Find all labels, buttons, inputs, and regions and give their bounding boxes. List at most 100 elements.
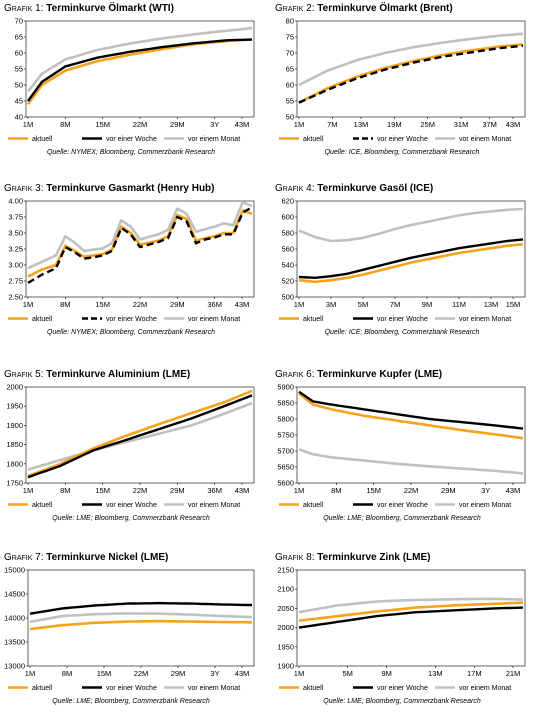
- y-tick-label: 14000: [4, 614, 25, 623]
- x-tick-label: 37M: [482, 120, 497, 129]
- chart-title-text: Terminkurve Aluminium (LME): [46, 369, 191, 380]
- y-tick-label: 65: [15, 33, 23, 42]
- legend-label: vor einer Woche: [377, 316, 428, 323]
- series-line-vor-einer-woche: [298, 238, 524, 279]
- y-tick-label: 3.50: [8, 229, 23, 238]
- y-tick-label: 15000: [4, 566, 25, 575]
- x-tick-label: 43M: [506, 486, 521, 495]
- y-tick-label: 50: [15, 81, 23, 90]
- y-tick-label: 2100: [277, 585, 294, 594]
- legend-label: aktuell: [32, 136, 53, 143]
- x-tick-label: 22M: [133, 120, 148, 129]
- series-line-aktuell: [298, 601, 524, 622]
- x-tick-label: 8M: [331, 486, 341, 495]
- chart-number: Grafik 4:: [275, 183, 318, 194]
- chart-title-text: Terminkurve Gasmarkt (Henry Hub): [46, 183, 215, 194]
- y-tick-label: 45: [15, 97, 23, 106]
- x-tick-label: 13M: [354, 120, 369, 129]
- x-tick-label: 29M: [441, 486, 456, 495]
- chart-source: Quelle: ICE; Bloomberg, Commerzbank Rese…: [324, 329, 480, 336]
- y-tick-label: 1900: [6, 421, 23, 430]
- chart-title: Grafik 1: Terminkurve Ölmarkt (WTI): [4, 3, 174, 14]
- y-tick-label: 560: [281, 245, 294, 254]
- chart-number: Grafik 6:: [275, 369, 318, 380]
- x-tick-label: 36M: [207, 300, 222, 309]
- legend-label: aktuell: [303, 502, 324, 509]
- legend-label: vor einer Woche: [377, 136, 428, 143]
- chart-panel-1: Grafik 1: Terminkurve Ölmarkt (WTI) 70 65 6…: [4, 3, 258, 173]
- x-tick-label: 22M: [134, 669, 149, 678]
- chart-number: Grafik 2:: [275, 3, 318, 14]
- x-tick-label: 5M: [342, 669, 352, 678]
- legend-label: vor einem Monat: [459, 685, 511, 692]
- y-tick-label: 60: [286, 81, 294, 90]
- series-line-vor-einer-woche: [27, 394, 253, 479]
- legend-label: aktuell: [303, 136, 324, 143]
- x-tick-label: 15M: [95, 300, 110, 309]
- y-tick-label: 5750: [277, 431, 294, 440]
- series-line-vor-einer-woche: [27, 38, 253, 102]
- chart-title-text: Terminkurve Kupfer (LME): [317, 369, 443, 380]
- x-tick-label: 15M: [95, 120, 110, 129]
- series-line-vor-einem-monat: [27, 201, 253, 270]
- y-tick-label: 2.75: [8, 277, 23, 286]
- y-tick-label: 2000: [277, 623, 294, 632]
- y-tick-label: 580: [281, 229, 294, 238]
- x-tick-label: 3Y: [481, 486, 490, 495]
- plot-area: [27, 569, 255, 667]
- legend-label: aktuell: [32, 685, 53, 692]
- chart-panel-8: Grafik 8: Terminkurve Zink (LME) 2150 2100…: [275, 552, 529, 722]
- x-tick-label: 1M: [23, 300, 33, 309]
- x-tick-label: 22M: [404, 486, 419, 495]
- y-tick-label: 2150: [277, 566, 294, 575]
- y-tick-label: 620: [281, 197, 294, 206]
- y-tick-label: 14500: [4, 590, 25, 599]
- chart-title: Grafik 3: Terminkurve Gasmarkt (Henry Hu…: [4, 183, 215, 194]
- y-tick-label: 4.00: [8, 197, 23, 206]
- series-line-aktuell: [298, 392, 524, 440]
- y-tick-label: 1950: [277, 642, 294, 651]
- y-tick-label: 1950: [6, 402, 23, 411]
- series-line-aktuell: [27, 209, 253, 278]
- chart-source: Quelle: NYMEX; Bloomberg, Commerzbank Re…: [46, 149, 216, 156]
- y-tick-label: 1900: [277, 662, 294, 671]
- series-line-vor-einer-woche: [298, 606, 524, 629]
- x-tick-label: 43M: [235, 300, 250, 309]
- legend-label: vor einer Woche: [106, 316, 157, 323]
- x-tick-label: 7M: [327, 120, 337, 129]
- x-tick-label: 11M: [452, 300, 466, 309]
- x-tick-label: 8M: [60, 486, 70, 495]
- legend-label: vor einem Monat: [188, 136, 240, 143]
- x-tick-label: 1M: [294, 120, 304, 129]
- chart-title: Grafik 5: Terminkurve Aluminium (LME): [4, 369, 190, 380]
- y-tick-label: 40: [15, 113, 23, 122]
- chart-title-text: Terminkurve Zink (LME): [317, 552, 431, 563]
- x-tick-label: 15M: [366, 486, 381, 495]
- y-tick-label: 600: [281, 213, 294, 222]
- chart-panel-3: Grafik 3: Terminkurve Gasmarkt (Henry Hu…: [4, 183, 258, 353]
- x-tick-label: 1M: [23, 120, 33, 129]
- chart-number: Grafik 7:: [4, 552, 47, 563]
- y-tick-label: 2.50: [8, 293, 23, 302]
- plot-area: [296, 569, 526, 667]
- y-tick-label: 3.00: [8, 261, 23, 270]
- y-tick-label: 55: [286, 97, 294, 106]
- chart-panel-4: Grafik 4: Terminkurve Gasöl (ICE) 620 600 5…: [275, 183, 529, 353]
- x-tick-label: 17M: [467, 669, 482, 678]
- x-tick-label: 22M: [133, 300, 148, 309]
- legend-label: vor einem Monat: [188, 316, 240, 323]
- y-tick-label: 50: [286, 113, 294, 122]
- y-tick-label: 5600: [277, 479, 294, 488]
- chart-title: Grafik 7: Terminkurve Nickel (LME): [4, 552, 168, 563]
- y-tick-label: 5700: [277, 447, 294, 456]
- y-tick-label: 1800: [6, 459, 23, 468]
- y-tick-label: 2000: [6, 383, 23, 392]
- y-tick-label: 13500: [4, 638, 25, 647]
- series-line-vor-einer-woche: [27, 206, 253, 284]
- y-tick-label: 70: [15, 17, 23, 26]
- x-tick-label: 25M: [420, 120, 435, 129]
- x-tick-label: 1M: [23, 486, 33, 495]
- x-tick-label: 1M: [25, 669, 35, 678]
